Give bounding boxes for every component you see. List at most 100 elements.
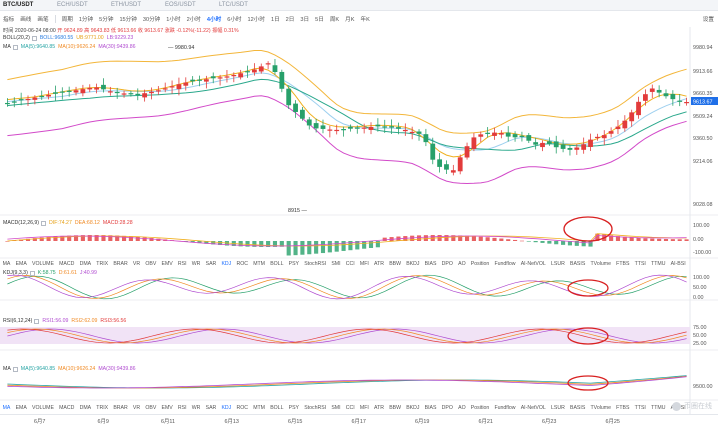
indicator-tab-obv[interactable]: OBV bbox=[145, 405, 157, 411]
indicator-tab-fundflow[interactable]: Fundflow bbox=[494, 261, 516, 267]
period-6h[interactable]: 6小时 bbox=[227, 17, 242, 23]
indicator-tab-ao[interactable]: AO bbox=[458, 405, 466, 411]
indicator-tab-tvolume[interactable]: TVolume bbox=[590, 261, 611, 267]
indicator-tab-bbw[interactable]: BBW bbox=[389, 261, 402, 267]
indicator-tab-rsi[interactable]: RSI bbox=[177, 405, 187, 411]
kdj-toggle[interactable] bbox=[29, 270, 35, 276]
indicator-tab-kdj[interactable]: KDJ bbox=[221, 405, 232, 411]
tab-eth-usdt[interactable]: ETH/USDT bbox=[111, 2, 141, 8]
indicator-tab-trix[interactable]: TRIX bbox=[96, 405, 109, 411]
indicator-tab-roc[interactable]: ROC bbox=[236, 261, 248, 267]
indicator-tab-bkdj[interactable]: BKDJ bbox=[406, 261, 420, 267]
indicator-tab-boll[interactable]: BOLL bbox=[270, 405, 284, 411]
indicator-tab-psy[interactable]: PSY bbox=[288, 261, 300, 267]
brush-button[interactable]: 画笔 bbox=[37, 17, 49, 23]
indicator-tab-macd[interactable]: MACD bbox=[59, 405, 75, 411]
indicator-tab-vr[interactable]: VR bbox=[132, 405, 141, 411]
period-2h[interactable]: 2小时 bbox=[186, 17, 201, 23]
indicator-tab-dma[interactable]: DMA bbox=[79, 405, 92, 411]
indicator-tab-atr[interactable]: ATR bbox=[374, 405, 384, 411]
period-4h[interactable]: 4小时 bbox=[206, 17, 222, 23]
indicator-tab-smi[interactable]: SMI bbox=[331, 405, 341, 411]
period-12h[interactable]: 12小时 bbox=[247, 17, 265, 23]
indicator-tab-bias[interactable]: BIAS bbox=[424, 261, 437, 267]
indicator-tab-stochrsi[interactable]: StochRSI bbox=[304, 261, 327, 267]
tab-eos-usdt[interactable]: EOS/USDT bbox=[165, 2, 196, 8]
indicator-tab-vr[interactable]: VR bbox=[132, 261, 141, 267]
indicator-tab-atr[interactable]: ATR bbox=[374, 261, 384, 267]
indicator-tab-ttsi[interactable]: TTSI bbox=[634, 261, 646, 267]
indicator-tab-ftbs[interactable]: FTBS bbox=[616, 261, 630, 267]
tab-btc-usdt[interactable]: BTC/USDT bbox=[3, 2, 34, 8]
settings-button[interactable]: 设置 bbox=[702, 17, 714, 23]
rsi-toggle[interactable] bbox=[34, 318, 40, 324]
indicator-tab-ai-netvol[interactable]: AI-NetVOL bbox=[520, 405, 546, 411]
period-30m[interactable]: 30分钟 bbox=[142, 17, 161, 23]
indicator-tab-basis[interactable]: BASIS bbox=[570, 405, 586, 411]
indicator-tab-ma[interactable]: MA bbox=[2, 261, 11, 267]
indicator-tab-ao[interactable]: AO bbox=[458, 261, 466, 267]
indicator-tab-brar[interactable]: BRAR bbox=[113, 261, 128, 267]
indicator-tab-ma[interactable]: MA bbox=[2, 405, 11, 411]
indicator-tab-ttsi[interactable]: TTSI bbox=[634, 405, 646, 411]
indicator-tab-wr[interactable]: WR bbox=[191, 261, 201, 267]
indicator-tab-ai-bsi[interactable]: AI-BSI bbox=[670, 261, 686, 267]
indicator-tab-ema[interactable]: EMA bbox=[15, 405, 27, 411]
indicator-tab-trix[interactable]: TRIX bbox=[96, 261, 109, 267]
indicator-tab-ema[interactable]: EMA bbox=[15, 261, 27, 267]
indicator-tab-position[interactable]: Position bbox=[470, 405, 490, 411]
tab-ltc-usdt[interactable]: LTC/USDT bbox=[219, 2, 248, 8]
indicator-tab-mfi[interactable]: MFI bbox=[359, 261, 369, 267]
indicator-tab-smi[interactable]: SMI bbox=[331, 261, 341, 267]
period-week[interactable]: 周K bbox=[329, 17, 340, 23]
indicator-tab-wr[interactable]: WR bbox=[191, 405, 201, 411]
indicator-tab-volume[interactable]: VOLUME bbox=[32, 261, 54, 267]
indicator-tab-stochrsi[interactable]: StochRSI bbox=[304, 405, 327, 411]
period-1h[interactable]: 1小时 bbox=[166, 17, 181, 23]
ma-toggle[interactable] bbox=[12, 44, 18, 50]
indicator-tab-macd[interactable]: MACD bbox=[59, 261, 75, 267]
indicator-tab-kdj[interactable]: KDJ bbox=[221, 261, 232, 267]
period-15m[interactable]: 15分钟 bbox=[119, 17, 137, 23]
indicator-tab-cci[interactable]: CCI bbox=[345, 261, 355, 267]
indicator-tab-cci[interactable]: CCI bbox=[345, 405, 355, 411]
indicator-tab-ftbs[interactable]: FTBS bbox=[616, 405, 630, 411]
indicator-tab-dpo[interactable]: DPO bbox=[441, 405, 453, 411]
period-3d[interactable]: 3日 bbox=[300, 17, 310, 23]
ma2-toggle[interactable] bbox=[12, 366, 18, 372]
indicator-tab-position[interactable]: Position bbox=[470, 261, 490, 267]
indicator-tab-emv[interactable]: EMV bbox=[161, 405, 173, 411]
indicator-tab-bkdj[interactable]: BKDJ bbox=[406, 405, 420, 411]
macd-toggle[interactable] bbox=[41, 220, 47, 226]
indicator-tab-tvolume[interactable]: TVolume bbox=[590, 405, 611, 411]
indicator-tab-ttmu[interactable]: TTMU bbox=[651, 261, 666, 267]
indicator-tab-bias[interactable]: BIAS bbox=[424, 405, 437, 411]
indicator-tab-mtm[interactable]: MTM bbox=[253, 261, 265, 267]
indicator-tab-obv[interactable]: OBV bbox=[145, 261, 157, 267]
indicator-tab-basis[interactable]: BASIS bbox=[570, 261, 586, 267]
indicator-tab-dma[interactable]: DMA bbox=[79, 261, 92, 267]
indicator-tab-ttmu[interactable]: TTMU bbox=[651, 405, 666, 411]
indicator-tab-emv[interactable]: EMV bbox=[161, 261, 173, 267]
indicator-button[interactable]: 指标 bbox=[3, 17, 15, 23]
indicator-tab-sar[interactable]: SAR bbox=[205, 405, 217, 411]
period-1m[interactable]: 1分钟 bbox=[78, 17, 94, 23]
indicator-tab-volume[interactable]: VOLUME bbox=[32, 405, 54, 411]
period-2d[interactable]: 2日 bbox=[285, 17, 295, 23]
indicator-tab-roc[interactable]: ROC bbox=[236, 405, 248, 411]
indicator-tab-sar[interactable]: SAR bbox=[205, 261, 217, 267]
draw-line-button[interactable]: 画线 bbox=[20, 17, 32, 23]
indicator-tab-mfi[interactable]: MFI bbox=[359, 405, 369, 411]
period-5m[interactable]: 5分钟 bbox=[99, 17, 114, 23]
indicator-tab-ai-netvol[interactable]: AI-NetVOL bbox=[520, 261, 546, 267]
indicator-tab-fundflow[interactable]: Fundflow bbox=[494, 405, 516, 411]
tab-ech-usdt[interactable]: ECH/USDT bbox=[57, 2, 88, 8]
indicator-tab-rsi[interactable]: RSI bbox=[177, 261, 187, 267]
period-1d[interactable]: 1日 bbox=[270, 17, 280, 23]
indicator-tab-psy[interactable]: PSY bbox=[288, 405, 300, 411]
period-year[interactable]: 年K bbox=[360, 17, 370, 23]
indicator-tab-brar[interactable]: BRAR bbox=[113, 405, 128, 411]
period-5d[interactable]: 5日 bbox=[315, 17, 324, 23]
indicator-tab-bbw[interactable]: BBW bbox=[389, 405, 402, 411]
